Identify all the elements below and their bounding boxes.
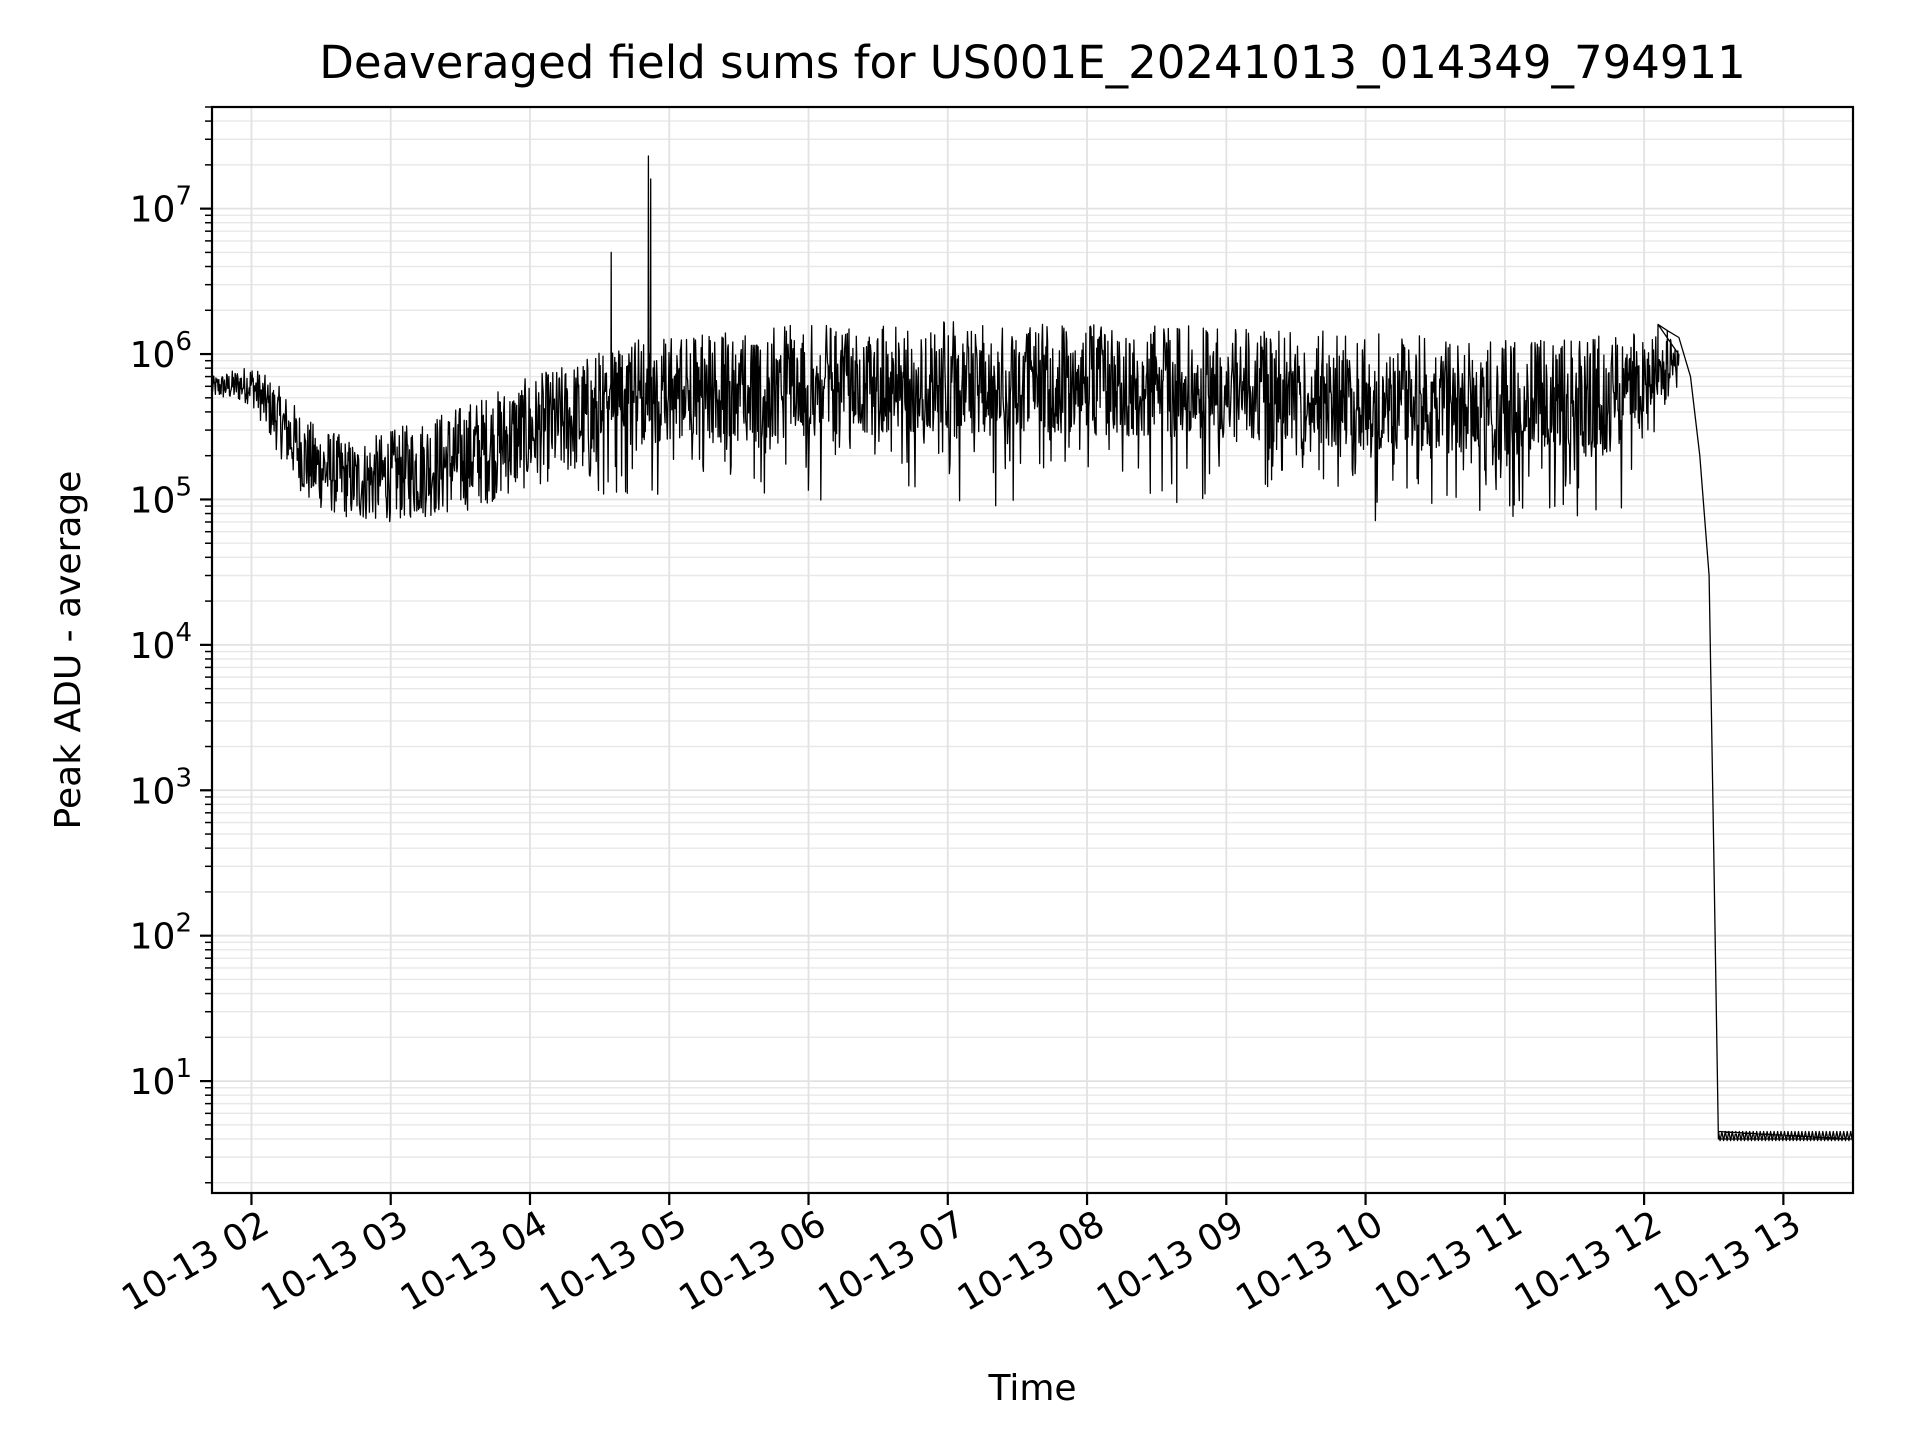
y-tick-label: 103	[130, 763, 192, 812]
series-line	[211, 155, 1854, 1142]
y-tick-base: 10	[130, 626, 176, 667]
y-tick-base: 10	[130, 190, 176, 231]
x-tick-label: 10-13 07	[812, 1203, 973, 1319]
x-tick-label: 10-13 02	[115, 1203, 276, 1319]
x-tick-label: 10-13 12	[1508, 1203, 1669, 1319]
y-tick-exponent: 7	[175, 182, 192, 212]
plot-frame	[210, 105, 1855, 1195]
x-tick-label: 10-13 09	[1090, 1203, 1251, 1319]
y-tick-label: 107	[130, 182, 192, 231]
x-tick-label: 10-13 06	[672, 1203, 833, 1319]
y-tick-base: 10	[130, 480, 176, 521]
grid	[212, 106, 1853, 1193]
y-axis-label: Peak ADU - average	[48, 471, 89, 830]
y-tick-exponent: 1	[175, 1054, 192, 1084]
y-tick-base: 10	[130, 917, 176, 958]
y-tick-label: 104	[130, 618, 192, 667]
y-tick-exponent: 4	[175, 618, 192, 648]
y-tick-label: 105	[130, 472, 192, 521]
y-tick-exponent: 6	[175, 327, 192, 357]
y-tick-base: 10	[130, 1062, 176, 1103]
y-tick-label: 101	[130, 1054, 192, 1103]
series-layer	[211, 155, 1854, 1142]
x-tick-label: 10-13 08	[951, 1203, 1112, 1319]
x-tick-label: 10-13 11	[1369, 1203, 1530, 1319]
chart-title: Deaveraged field sums for US001E_2024101…	[319, 36, 1746, 89]
y-tick-base: 10	[130, 335, 176, 376]
y-tick-label: 102	[130, 909, 192, 958]
x-tick-label: 10-13 03	[255, 1203, 416, 1319]
x-tick-label: 10-13 05	[533, 1203, 694, 1319]
y-tick-label: 106	[130, 327, 192, 376]
x-tick-label: 10-13 04	[394, 1203, 555, 1319]
y-tick-exponent: 3	[175, 763, 192, 793]
x-axis-label: Time	[987, 1368, 1076, 1409]
y-tick-exponent: 2	[175, 909, 192, 939]
x-tick-label: 10-13 13	[1647, 1203, 1808, 1319]
y-tick-exponent: 5	[175, 472, 192, 502]
y-tick-base: 10	[130, 771, 176, 812]
x-tick-label: 10-13 10	[1229, 1203, 1390, 1319]
